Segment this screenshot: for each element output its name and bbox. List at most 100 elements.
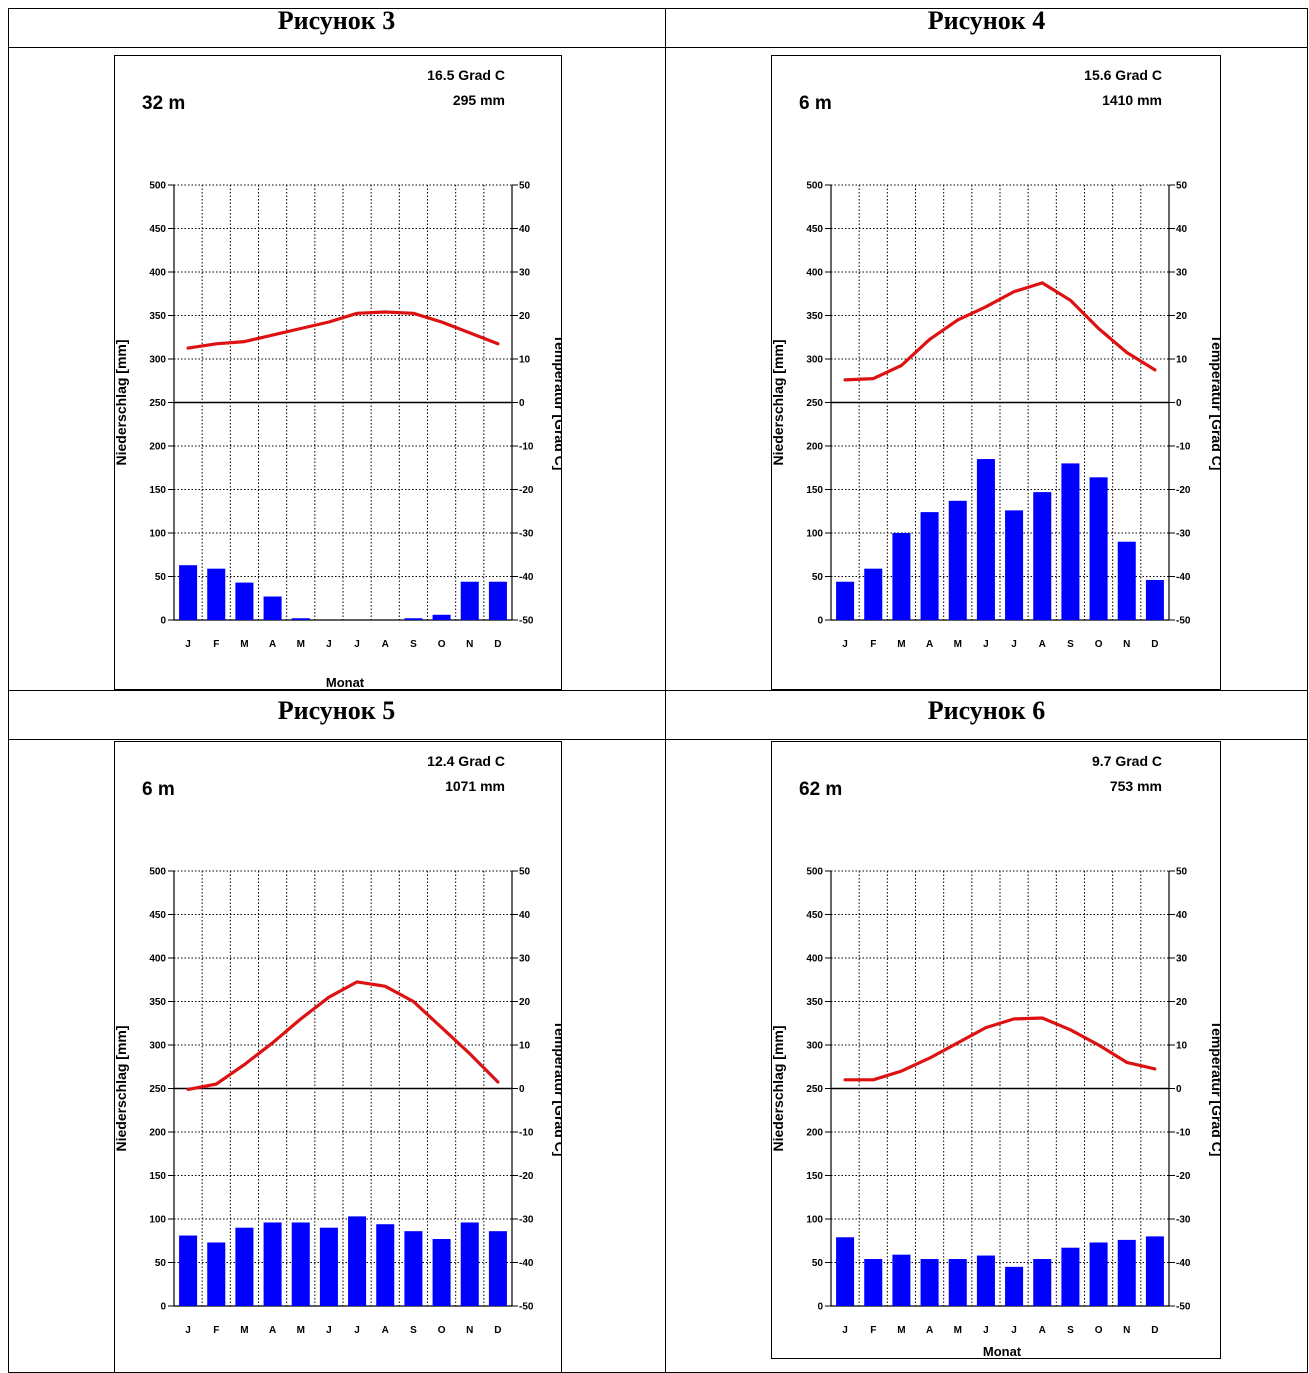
x-tick-label: J [983,639,989,650]
y-tick-label: 450 [149,910,166,921]
x-tick-label: N [466,639,473,650]
y-tick-label: 100 [806,1215,823,1226]
x-tick-label: A [926,1325,933,1336]
y-tick-label: 50 [155,572,167,583]
x-tick-label: M [240,639,248,650]
x-tick-label: J [842,639,848,650]
y2-tick-label: -30 [1176,529,1191,540]
precipitation-bar [460,581,479,620]
precipitation-bar [976,1255,995,1306]
y2-tick-label: -40 [1176,1258,1191,1269]
y-tick-label: 100 [149,1215,166,1226]
y2-tick-label: -50 [1176,1302,1191,1313]
elevation-label: 62 m [799,779,842,800]
x-tick-label: A [382,1325,389,1336]
elevation-label: 32 m [142,93,185,114]
precipitation-bar [1033,1259,1052,1306]
precipitation-bar [864,568,883,620]
y-tick-label: 500 [149,867,166,878]
elevation-label: 6 m [142,779,175,800]
y2-tick-label: 40 [519,224,531,235]
y-tick-label: 150 [806,1171,823,1182]
y2-tick-label: -40 [519,572,534,583]
precipitation-bar [1145,1236,1164,1306]
precipitation-bar [1089,1242,1108,1306]
y2-tick-label: 50 [1176,181,1188,192]
precipitation-bar [319,1227,338,1306]
y2-tick-label: -50 [1176,616,1191,627]
y2-tick-label: -40 [519,1258,534,1269]
y2-tick-label: 40 [519,910,531,921]
precipitation-bar [207,1242,226,1306]
precipitation-bar [920,1259,939,1306]
y2-tick-label: -20 [519,1171,534,1182]
precipitation-bar [263,596,282,620]
y2-tick-label: 50 [519,181,531,192]
y2-tick-label: 10 [1176,355,1188,366]
y2-axis-title: Temperatur [Grad C] [552,1021,561,1157]
y-tick-label: 50 [812,1258,824,1269]
precipitation-bar [892,533,911,620]
y2-tick-label: 10 [519,355,531,366]
y-tick-label: 250 [806,398,823,409]
y-tick-label: 200 [149,442,166,453]
y-tick-label: 250 [149,398,166,409]
x-tick-label: S [1067,639,1074,650]
y2-tick-label: 30 [519,954,531,965]
y2-tick-label: 0 [1176,1084,1182,1095]
y-tick-label: 400 [149,954,166,965]
total-precipitation-label: 295 mm [453,92,505,108]
y-tick-label: 350 [806,997,823,1008]
x-tick-label: J [185,1325,191,1336]
y-axis-title: Niederschlag [mm] [772,339,786,465]
y2-tick-label: -50 [519,1302,534,1313]
precipitation-bar [836,581,855,620]
y2-tick-label: 50 [1176,867,1188,878]
y2-tick-label: 20 [1176,311,1188,322]
precipitation-bar [1089,477,1108,620]
precipitation-bar [920,512,939,620]
y2-tick-label: 50 [519,867,531,878]
x-tick-label: F [870,1325,876,1336]
x-tick-label: M [954,639,962,650]
y2-tick-label: -30 [519,529,534,540]
table-divider-row2 [8,739,1308,740]
total-precipitation-label: 1410 mm [1102,92,1162,108]
x-tick-label: S [1067,1325,1074,1336]
x-tick-label: A [1039,1325,1046,1336]
precipitation-bar [404,1231,423,1306]
figure-title-3: Рисунок 3 [277,6,396,35]
y2-tick-label: 0 [1176,398,1182,409]
x-tick-label: O [1095,639,1103,650]
y-tick-label: 0 [160,616,166,627]
x-tick-label: D [1151,639,1158,650]
y2-tick-label: -20 [519,485,534,496]
total-precipitation-label: 753 mm [1110,778,1162,794]
y-tick-label: 200 [806,1128,823,1139]
precipitation-bar [404,618,423,620]
y2-tick-label: 40 [1176,224,1188,235]
x-tick-label: M [240,1325,248,1336]
y2-tick-label: 20 [519,997,531,1008]
y-tick-label: 500 [806,181,823,192]
precipitation-bar [976,459,995,620]
precipitation-bar [460,1222,479,1306]
x-tick-label: N [1123,639,1130,650]
y-tick-label: 150 [149,1171,166,1182]
y-tick-label: 450 [806,910,823,921]
x-tick-label: N [1123,1325,1130,1336]
y-tick-label: 50 [155,1258,167,1269]
y2-tick-label: 0 [519,398,525,409]
total-precipitation-label: 1071 mm [445,778,505,794]
y-tick-label: 300 [149,355,166,366]
x-tick-label: J [185,639,191,650]
y2-tick-label: -10 [1176,1128,1191,1139]
y-tick-label: 500 [806,867,823,878]
y-tick-label: 450 [149,224,166,235]
precipitation-bar [1005,1266,1024,1306]
x-tick-label: A [1039,639,1046,650]
x-tick-label: D [494,1325,501,1336]
y-tick-label: 150 [806,485,823,496]
x-tick-label: D [1151,1325,1158,1336]
temperature-line [843,1016,1157,1082]
